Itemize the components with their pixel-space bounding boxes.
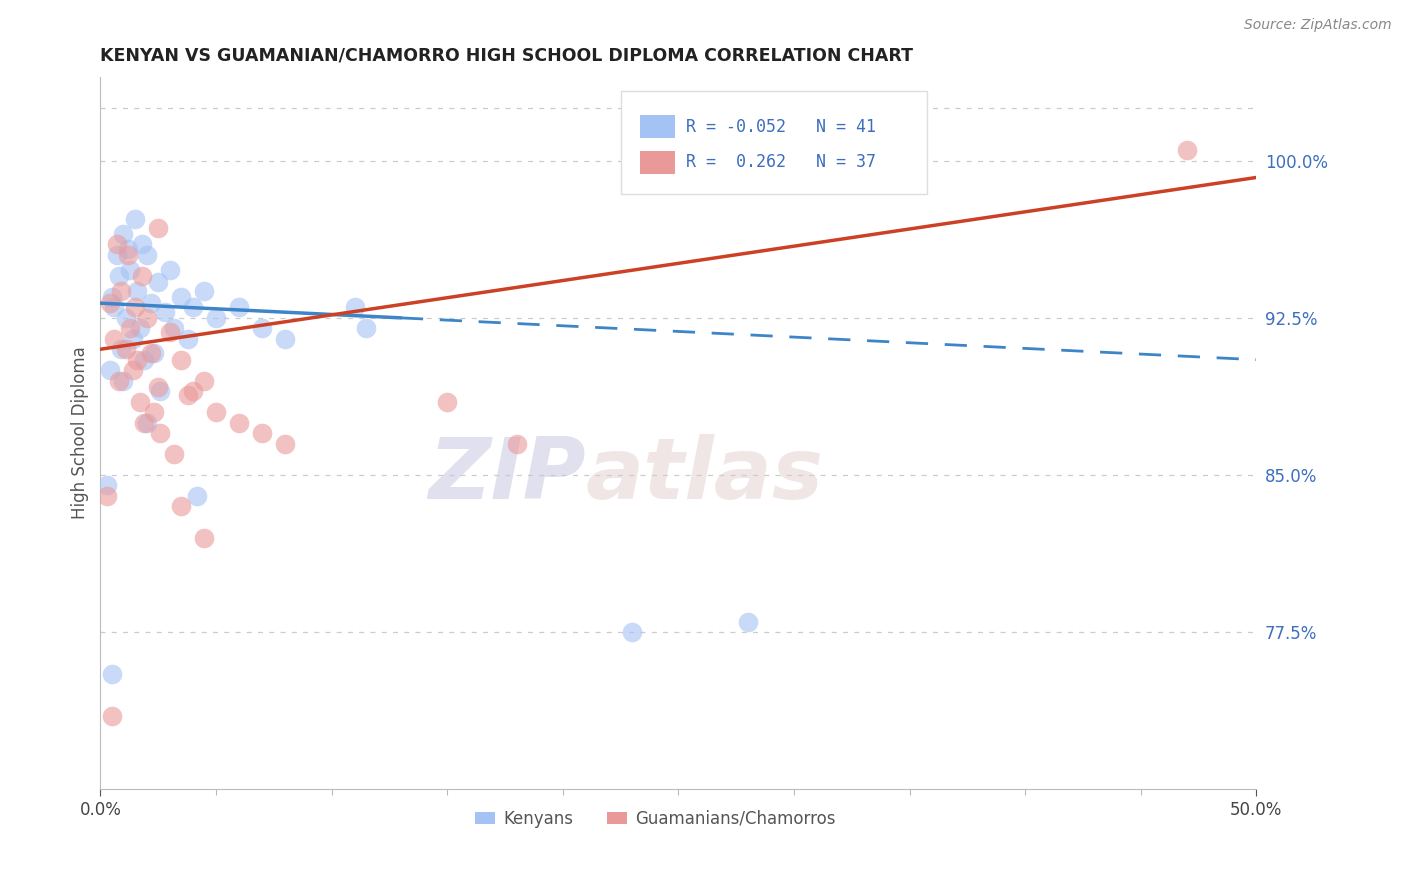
- Point: [121, 332, 143, 346]
- Point: [141, 296, 163, 310]
- Point: [117, 248, 139, 262]
- Text: Source: ZipAtlas.com: Source: ZipAtlas.com: [1244, 18, 1392, 32]
- Point: [205, 310, 228, 325]
- Point: [108, 374, 131, 388]
- Point: [128, 394, 150, 409]
- Point: [505, 436, 527, 450]
- Point: [110, 343, 132, 357]
- Point: [228, 416, 250, 430]
- Point: [193, 374, 215, 388]
- Point: [142, 346, 165, 360]
- Text: atlas: atlas: [586, 434, 824, 517]
- Point: [131, 237, 153, 252]
- Point: [177, 332, 200, 346]
- Bar: [640, 151, 675, 174]
- Point: [114, 310, 136, 325]
- Point: [193, 531, 215, 545]
- Point: [103, 332, 125, 346]
- Point: [146, 380, 169, 394]
- Point: [170, 352, 193, 367]
- Point: [124, 212, 146, 227]
- Point: [193, 284, 215, 298]
- Point: [96, 489, 118, 503]
- Point: [103, 301, 125, 315]
- Point: [141, 346, 163, 360]
- Point: [121, 363, 143, 377]
- Point: [135, 248, 157, 262]
- Point: [149, 384, 172, 399]
- Point: [135, 310, 157, 325]
- Point: [250, 425, 273, 440]
- Point: [112, 227, 135, 241]
- Point: [163, 447, 186, 461]
- Point: [127, 352, 149, 367]
- Point: [170, 290, 193, 304]
- Point: [343, 301, 366, 315]
- Point: [127, 284, 149, 298]
- Point: [181, 301, 204, 315]
- Point: [134, 352, 156, 367]
- Point: [120, 321, 142, 335]
- Point: [436, 394, 458, 409]
- Point: [114, 343, 136, 357]
- Point: [124, 301, 146, 315]
- Point: [134, 416, 156, 430]
- Y-axis label: High School Diploma: High School Diploma: [72, 347, 89, 519]
- Point: [159, 262, 181, 277]
- FancyBboxPatch shape: [620, 91, 927, 194]
- Point: [228, 301, 250, 315]
- Point: [105, 248, 128, 262]
- Point: [98, 363, 121, 377]
- Point: [205, 405, 228, 419]
- Point: [621, 625, 644, 640]
- Point: [108, 268, 131, 283]
- Point: [159, 326, 181, 340]
- Point: [177, 388, 200, 402]
- Point: [117, 242, 139, 256]
- Legend: Kenyans, Guamanians/Chamorros: Kenyans, Guamanians/Chamorros: [468, 803, 842, 834]
- Point: [146, 275, 169, 289]
- Point: [120, 262, 142, 277]
- Point: [112, 374, 135, 388]
- Point: [737, 615, 759, 629]
- Text: ZIP: ZIP: [429, 434, 586, 517]
- Point: [128, 321, 150, 335]
- Text: KENYAN VS GUAMANIAN/CHAMORRO HIGH SCHOOL DIPLOMA CORRELATION CHART: KENYAN VS GUAMANIAN/CHAMORRO HIGH SCHOOL…: [100, 46, 914, 64]
- Text: R = -0.052   N = 41: R = -0.052 N = 41: [686, 118, 876, 136]
- Point: [101, 290, 124, 304]
- Point: [135, 416, 157, 430]
- Point: [101, 667, 124, 681]
- Point: [274, 332, 297, 346]
- Point: [170, 500, 193, 514]
- Point: [131, 268, 153, 283]
- Text: R =  0.262   N = 37: R = 0.262 N = 37: [686, 153, 876, 171]
- Point: [153, 304, 176, 318]
- Bar: [640, 115, 675, 138]
- Point: [149, 425, 172, 440]
- Point: [146, 220, 169, 235]
- Point: [181, 384, 204, 399]
- Point: [354, 321, 377, 335]
- Point: [105, 237, 128, 252]
- Point: [163, 321, 186, 335]
- Point: [250, 321, 273, 335]
- Point: [1175, 143, 1198, 157]
- Point: [110, 284, 132, 298]
- Point: [101, 709, 124, 723]
- Point: [186, 489, 208, 503]
- Point: [274, 436, 297, 450]
- Point: [98, 296, 121, 310]
- Point: [96, 478, 118, 492]
- Point: [142, 405, 165, 419]
